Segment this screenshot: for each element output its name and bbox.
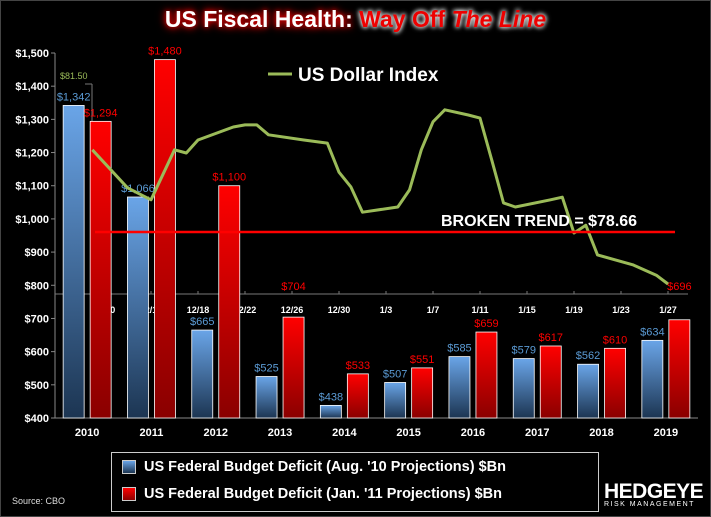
bar-data-label: $634 (640, 326, 664, 338)
bar-data-label: $551 (410, 354, 434, 366)
bar-data-label: $1,480 (148, 46, 182, 58)
y-tick-label: $900 (25, 247, 49, 259)
bar-data-label: $1,066 (121, 183, 155, 195)
bar-data-label: $610 (603, 334, 627, 346)
overlay-date-label: 1/3 (380, 305, 393, 315)
overlay-date-label: 1/19 (565, 305, 583, 315)
y-tick-label: $1,300 (15, 114, 49, 126)
bar-jan11 (604, 347, 626, 419)
broken-trend-label: BROKEN TREND = $78.66 (441, 213, 637, 230)
bar-data-label: $525 (254, 363, 278, 375)
legend-item-jan11: US Federal Budget Deficit (Jan. '11 Proj… (112, 480, 598, 507)
hedgeye-logo: HEDGEYE RISK MANAGEMENT (604, 480, 704, 508)
bar-data-label: $659 (474, 318, 498, 330)
y-tick-label: $1,100 (15, 181, 49, 193)
x-tick-label: 2014 (332, 427, 357, 439)
bar-data-label: $533 (346, 360, 370, 372)
overlay-date-label: 1/11 (471, 305, 488, 315)
overlay-date-label: 12/22 (234, 305, 257, 315)
bar-data-label: $696 (667, 281, 691, 293)
bar-aug10 (384, 382, 407, 419)
bar-aug10 (577, 363, 599, 419)
bar-jan11 (218, 185, 241, 419)
overlay-date-label: 1/7 (427, 305, 440, 315)
bar-data-label: $617 (539, 332, 563, 344)
bar-jan11 (282, 316, 305, 419)
bar-jan11 (539, 345, 562, 419)
bar-aug10 (255, 376, 278, 419)
bar-aug10 (319, 404, 342, 419)
x-tick-label: 2013 (268, 427, 292, 439)
bar-data-label: $585 (447, 343, 471, 355)
bar-data-label: $507 (383, 368, 407, 380)
y-tick-label: $600 (25, 347, 49, 359)
logo-tagline: RISK MANAGEMENT (604, 501, 695, 508)
bar-aug10 (641, 339, 664, 419)
y-tick-label: $800 (25, 280, 49, 292)
overlay-date-label: 12/14 (140, 305, 163, 315)
y-tick-label: $1,500 (15, 48, 49, 60)
title-part1: US Fiscal Health: (164, 6, 360, 32)
bar-aug10 (62, 105, 85, 419)
bar-aug10 (448, 356, 471, 419)
overlay-date-label: 12/30 (328, 305, 351, 315)
bar-data-label: $438 (319, 391, 343, 403)
legend-swatch-blue (122, 459, 136, 474)
legend-label: US Federal Budget Deficit (Aug. '10 Proj… (144, 458, 506, 475)
overlay-date-label: 1/15 (518, 305, 536, 315)
x-tick-label: 2016 (461, 427, 485, 439)
source-note: Source: CBO (12, 496, 66, 506)
overlay-date-label: 12/26 (281, 305, 304, 315)
bar-jan11 (411, 367, 434, 419)
legend: US Federal Budget Deficit (Aug. '10 Proj… (111, 452, 599, 512)
y-tick-label: $700 (25, 313, 49, 325)
bar-aug10 (512, 358, 535, 419)
bar-data-label: $1,294 (84, 107, 118, 119)
chart-title: US Fiscal Health: Way Off The Line (0, 6, 711, 33)
bar-data-label: $704 (281, 281, 305, 293)
bar-data-label: $1,342 (57, 91, 91, 103)
x-tick-label: 2011 (140, 427, 164, 439)
x-tick-label: 2018 (589, 427, 613, 439)
bar-data-label: $579 (512, 345, 536, 357)
bar-data-label: $665 (190, 316, 214, 328)
legend-swatch-red (122, 486, 136, 501)
x-tick-label: 2019 (654, 427, 678, 439)
bar-aug10 (191, 329, 214, 419)
bar-data-label: $1,100 (212, 172, 246, 184)
bar-jan11 (668, 319, 691, 419)
title-part3: The Line (451, 6, 547, 32)
y-tick-label: $1,000 (15, 214, 49, 226)
x-tick-label: 2017 (525, 427, 549, 439)
overlay-date-label: 1/27 (659, 305, 677, 315)
bar-aug10 (127, 196, 149, 419)
y-tick-label: $1,400 (15, 81, 49, 93)
bar-data-label: $562 (576, 350, 600, 362)
y-tick-label: $500 (25, 380, 49, 392)
legend-item-aug10: US Federal Budget Deficit (Aug. '10 Proj… (112, 453, 598, 480)
x-tick-label: 2010 (75, 427, 99, 439)
logo-name: HEDGEYE (604, 480, 704, 503)
overlay-date-label: 1/23 (612, 305, 630, 315)
x-tick-label: 2015 (396, 427, 420, 439)
bar-jan11 (154, 59, 176, 419)
dollar-index-legend-label: US Dollar Index (298, 65, 439, 86)
bar-jan11 (89, 120, 112, 419)
y-tick-label: $400 (25, 413, 49, 425)
title-part2: Way Off (359, 6, 452, 32)
y-tick-label: $1,200 (15, 148, 49, 160)
x-tick-label: 2012 (204, 427, 228, 439)
bar-jan11 (475, 331, 498, 419)
overlay-date-label: 12/18 (187, 305, 210, 315)
dollar-index-line (91, 108, 669, 286)
bar-jan11 (346, 373, 369, 419)
legend-label: US Federal Budget Deficit (Jan. '11 Proj… (144, 485, 502, 502)
overlay-top-label: $81.50 (60, 71, 88, 81)
